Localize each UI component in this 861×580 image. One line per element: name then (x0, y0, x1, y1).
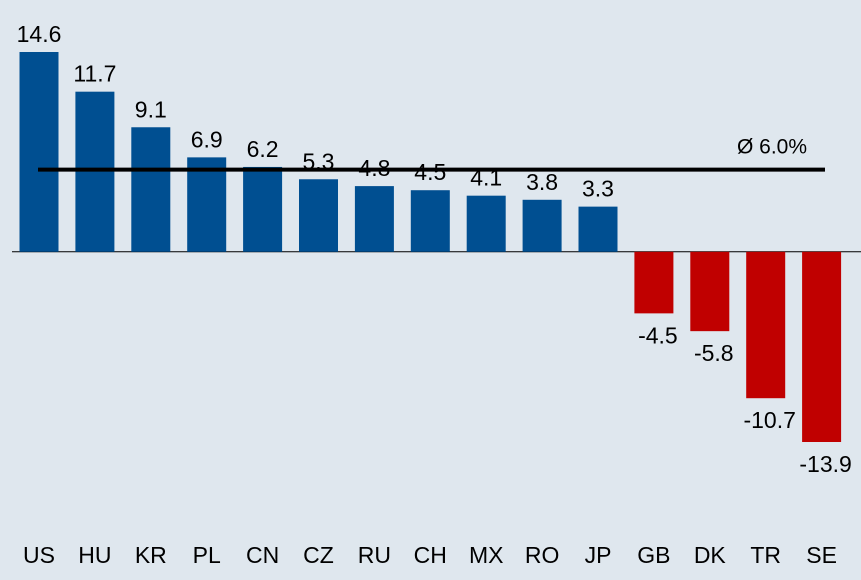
bar (243, 166, 283, 252)
bar (746, 251, 786, 399)
x-tick-label: CN (246, 542, 279, 568)
x-tick-label: GB (637, 542, 670, 568)
bar (75, 91, 115, 252)
x-tick-label: RU (358, 542, 391, 568)
x-tick-label: DK (694, 542, 727, 568)
x-tick-label: PL (193, 542, 221, 568)
x-tick-label: SE (806, 542, 837, 568)
bar (410, 190, 450, 252)
value-label: -10.7 (743, 407, 795, 433)
x-tick-label: TR (750, 542, 781, 568)
bar (131, 127, 171, 252)
value-label: -5.8 (694, 340, 734, 366)
value-label: 14.6 (17, 21, 62, 47)
bar (354, 186, 394, 252)
value-label: 6.2 (247, 136, 279, 162)
x-tick-label: HU (78, 542, 111, 568)
x-tick-label: MX (469, 542, 504, 568)
bar (522, 199, 562, 252)
x-tick-label: RO (525, 542, 560, 568)
bar (802, 251, 842, 442)
bar (19, 52, 59, 252)
average-label: Ø 6.0% (737, 136, 807, 159)
bar (578, 206, 618, 252)
x-tick-label: KR (135, 542, 167, 568)
value-label: -13.9 (799, 451, 851, 477)
bar (690, 251, 730, 332)
value-label: 11.7 (73, 61, 116, 87)
x-tick-label: CH (414, 542, 447, 568)
bar (187, 157, 227, 252)
value-label: -4.5 (638, 322, 678, 348)
value-label: 9.1 (135, 96, 167, 122)
value-label: 4.5 (414, 159, 446, 185)
x-tick-label: US (23, 542, 55, 568)
x-tick-label: JP (585, 542, 612, 568)
value-label: 3.3 (582, 176, 614, 202)
value-label: 6.9 (191, 126, 223, 152)
bar (466, 195, 506, 252)
value-label: 3.8 (526, 169, 558, 195)
bar (634, 251, 674, 314)
bar (299, 179, 338, 252)
x-tick-label: CZ (303, 542, 334, 568)
